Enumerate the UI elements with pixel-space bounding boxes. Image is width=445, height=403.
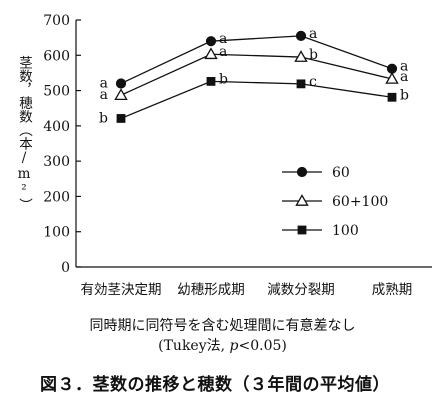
x-tick-label: 有効茎決定期 xyxy=(81,282,162,298)
legend-label: 60 xyxy=(332,165,350,181)
axes: 0 100 200 300 400 500 600 700 有効茎決定期 幼穂形成期 減数分裂期 成熟… xyxy=(16,13,432,298)
data-point xyxy=(115,78,127,89)
test-method-prefix: (Tukey法, xyxy=(158,338,230,354)
significance-note: 同時期に同符号を含む処理間に有意差なし xyxy=(89,318,356,334)
y-axis-label: 茎数，穂数（本/m²） xyxy=(16,55,33,211)
legend: 60 60+100 100 xyxy=(282,165,388,239)
data-point xyxy=(386,63,398,74)
y-tick-label: 500 xyxy=(43,84,70,100)
data-point xyxy=(204,47,218,60)
data-point xyxy=(385,72,399,84)
x-tick-label: 減数分裂期 xyxy=(267,281,335,298)
y-tick-label: 300 xyxy=(43,154,70,170)
significance-letter: a xyxy=(400,59,408,75)
figure-title: 図３．茎数の推移と穂数（３年間の平均値） xyxy=(40,375,390,395)
data-point xyxy=(387,92,397,102)
significance-letter: a xyxy=(100,87,108,103)
significance-letter: a xyxy=(219,31,227,47)
significance-letter: b xyxy=(99,110,108,126)
y-tick-label: 0 xyxy=(61,260,70,276)
data-point xyxy=(294,50,308,62)
significance-letter: b xyxy=(309,47,318,63)
data-point xyxy=(206,76,216,86)
data-point xyxy=(295,30,307,41)
data-point xyxy=(296,79,306,89)
legend-marker xyxy=(296,166,308,178)
series-line xyxy=(120,53,393,96)
x-tick-label: 幼穂形成期 xyxy=(177,282,245,298)
series-line xyxy=(120,35,393,85)
test-method-suffix: <0.05) xyxy=(238,338,287,354)
significance-letter: a xyxy=(100,76,108,92)
significance-letter: a xyxy=(400,69,408,85)
data-point xyxy=(116,114,126,123)
y-tick-label: 700 xyxy=(43,13,70,29)
line-chart: 0 100 200 300 400 500 600 700 有効茎決定期 幼穂形成期 減数分裂期 成熟… xyxy=(16,13,432,298)
p-symbol: p xyxy=(229,338,239,354)
y-tick-label: 600 xyxy=(43,48,70,64)
series-2: b b c b xyxy=(99,71,409,126)
significance-letter: a xyxy=(309,26,317,42)
legend-label: 100 xyxy=(332,223,359,239)
legend-marker xyxy=(297,225,307,235)
data-point xyxy=(114,88,128,101)
x-tick-label: 成熟期 xyxy=(372,282,413,298)
legend-label: 60+100 xyxy=(332,194,388,210)
y-tick-label: 400 xyxy=(43,119,70,135)
series-1: aa ba xyxy=(100,44,409,103)
series-line xyxy=(120,80,393,120)
y-tick-label: 200 xyxy=(43,189,70,205)
significance-letter: a xyxy=(219,44,227,60)
legend-marker xyxy=(295,194,309,206)
significance-letter: b xyxy=(219,71,228,87)
significance-letter: c xyxy=(309,74,317,90)
data-point xyxy=(205,36,217,47)
test-method-note: (Tukey法, p<0.05) xyxy=(0,337,445,355)
y-tick-label: 100 xyxy=(43,225,70,241)
series-0: aa aa xyxy=(100,26,409,92)
significance-letter: b xyxy=(400,87,409,103)
